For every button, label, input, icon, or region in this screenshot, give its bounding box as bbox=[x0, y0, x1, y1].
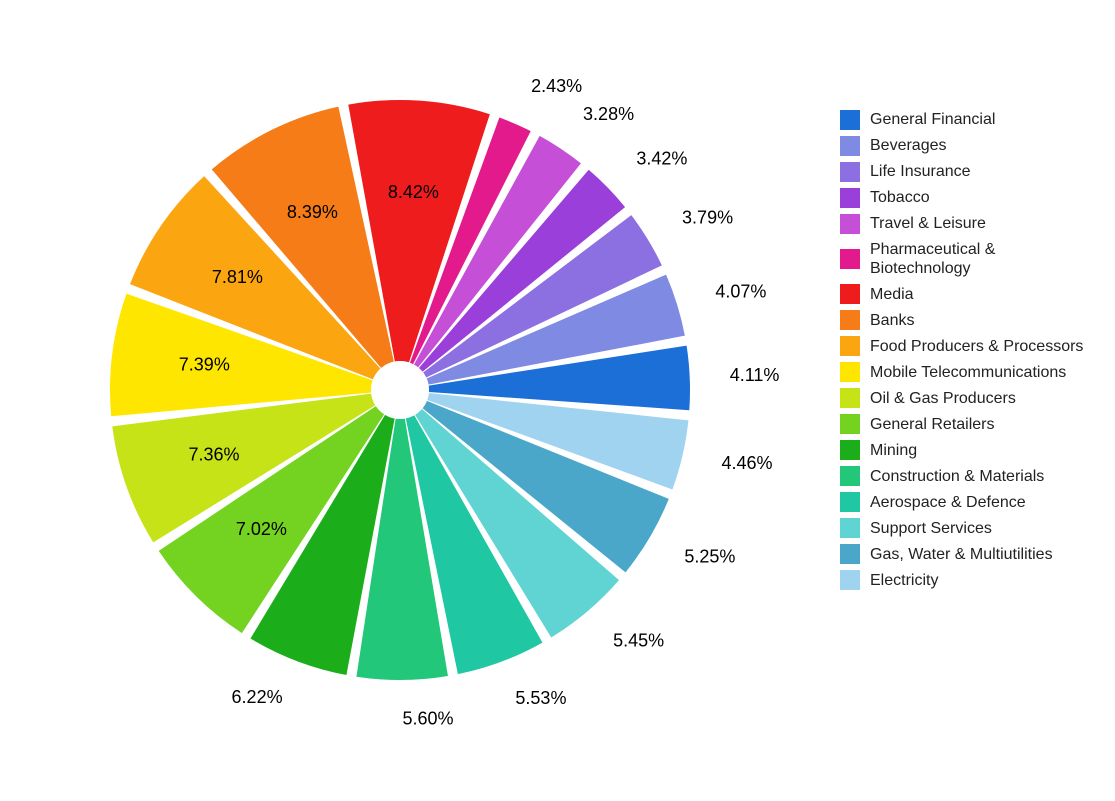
legend-swatch bbox=[840, 136, 860, 156]
legend-item: Media bbox=[840, 284, 1095, 304]
legend-item: Aerospace & Defence bbox=[840, 492, 1095, 512]
legend-item: Mobile Telecommunications bbox=[840, 362, 1095, 382]
legend-swatch bbox=[840, 188, 860, 208]
legend-item: Food Producers & Processors bbox=[840, 336, 1095, 356]
legend-label: Electricity bbox=[870, 571, 938, 590]
legend-item: Travel & Leisure bbox=[840, 214, 1095, 234]
legend-swatch bbox=[840, 336, 860, 356]
legend-label: Banks bbox=[870, 311, 914, 330]
slice-label: 5.25% bbox=[684, 546, 735, 566]
legend-item: Tobacco bbox=[840, 188, 1095, 208]
legend-item: Pharmaceutical & Biotechnology bbox=[840, 240, 1095, 278]
slice-label: 2.43% bbox=[531, 76, 582, 96]
slice-label: 7.02% bbox=[236, 519, 287, 539]
legend-swatch bbox=[840, 362, 860, 382]
slice-label: 4.07% bbox=[715, 282, 766, 302]
legend-swatch bbox=[840, 214, 860, 234]
legend-swatch bbox=[840, 162, 860, 182]
legend-swatch bbox=[840, 466, 860, 486]
legend-label: General Financial bbox=[870, 110, 995, 129]
legend-label: Travel & Leisure bbox=[870, 214, 986, 233]
legend-label: Oil & Gas Producers bbox=[870, 389, 1016, 408]
pie-chart-container: 4.11% 4.07% 3.79% 3.42% 3.28%2.43% 8.42% 8.39%… bbox=[20, 20, 1095, 761]
pie-center-hole bbox=[371, 361, 429, 419]
legend-swatch bbox=[840, 518, 860, 538]
slice-label: 8.39% bbox=[287, 202, 338, 222]
legend-item: Gas, Water & Multiutilities bbox=[840, 544, 1095, 564]
slice-label: 3.42% bbox=[636, 148, 687, 168]
slice-label: 8.42% bbox=[388, 182, 439, 202]
legend-label: Aerospace & Defence bbox=[870, 493, 1026, 512]
slice-label: 6.22% bbox=[232, 687, 283, 707]
legend-item: General Retailers bbox=[840, 414, 1095, 434]
legend-item: General Financial bbox=[840, 110, 1095, 130]
chart-legend: General Financial Beverages Life Insurance… bbox=[840, 110, 1095, 596]
legend-swatch bbox=[840, 544, 860, 564]
legend-swatch bbox=[840, 310, 860, 330]
slice-label: 5.60% bbox=[403, 709, 454, 729]
legend-swatch bbox=[840, 284, 860, 304]
slice-label: 3.79% bbox=[682, 207, 733, 227]
legend-swatch bbox=[840, 570, 860, 590]
legend-item: Electricity bbox=[840, 570, 1095, 590]
legend-item: Beverages bbox=[840, 136, 1095, 156]
legend-label: Tobacco bbox=[870, 188, 930, 207]
slice-label: 7.39% bbox=[179, 354, 230, 374]
slice-label: 4.46% bbox=[722, 453, 773, 473]
legend-label: Support Services bbox=[870, 519, 992, 538]
legend-label: Pharmaceutical & Biotechnology bbox=[870, 240, 1095, 278]
legend-label: General Retailers bbox=[870, 415, 995, 434]
legend-swatch bbox=[840, 414, 860, 434]
legend-item: Construction & Materials bbox=[840, 466, 1095, 486]
legend-item: Life Insurance bbox=[840, 162, 1095, 182]
legend-label: Life Insurance bbox=[870, 162, 971, 181]
legend-label: Construction & Materials bbox=[870, 467, 1044, 486]
legend-swatch bbox=[840, 249, 860, 269]
legend-swatch bbox=[840, 110, 860, 130]
legend-swatch bbox=[840, 492, 860, 512]
slice-label: 7.36% bbox=[189, 444, 240, 464]
legend-label: Food Producers & Processors bbox=[870, 337, 1083, 356]
slice-label: 3.28% bbox=[583, 104, 634, 124]
legend-label: Mobile Telecommunications bbox=[870, 363, 1066, 382]
legend-label: Gas, Water & Multiutilities bbox=[870, 545, 1053, 564]
legend-label: Beverages bbox=[870, 136, 947, 155]
legend-label: Media bbox=[870, 285, 914, 304]
slice-label: 5.53% bbox=[515, 688, 566, 708]
slice-label: 4.11% bbox=[730, 365, 780, 385]
legend-swatch bbox=[840, 388, 860, 408]
slice-label: 7.81% bbox=[212, 267, 263, 287]
slice-label: 5.45% bbox=[613, 631, 664, 651]
legend-item: Banks bbox=[840, 310, 1095, 330]
legend-item: Oil & Gas Producers bbox=[840, 388, 1095, 408]
legend-label: Mining bbox=[870, 441, 917, 460]
legend-swatch bbox=[840, 440, 860, 460]
legend-item: Mining bbox=[840, 440, 1095, 460]
legend-item: Support Services bbox=[840, 518, 1095, 538]
